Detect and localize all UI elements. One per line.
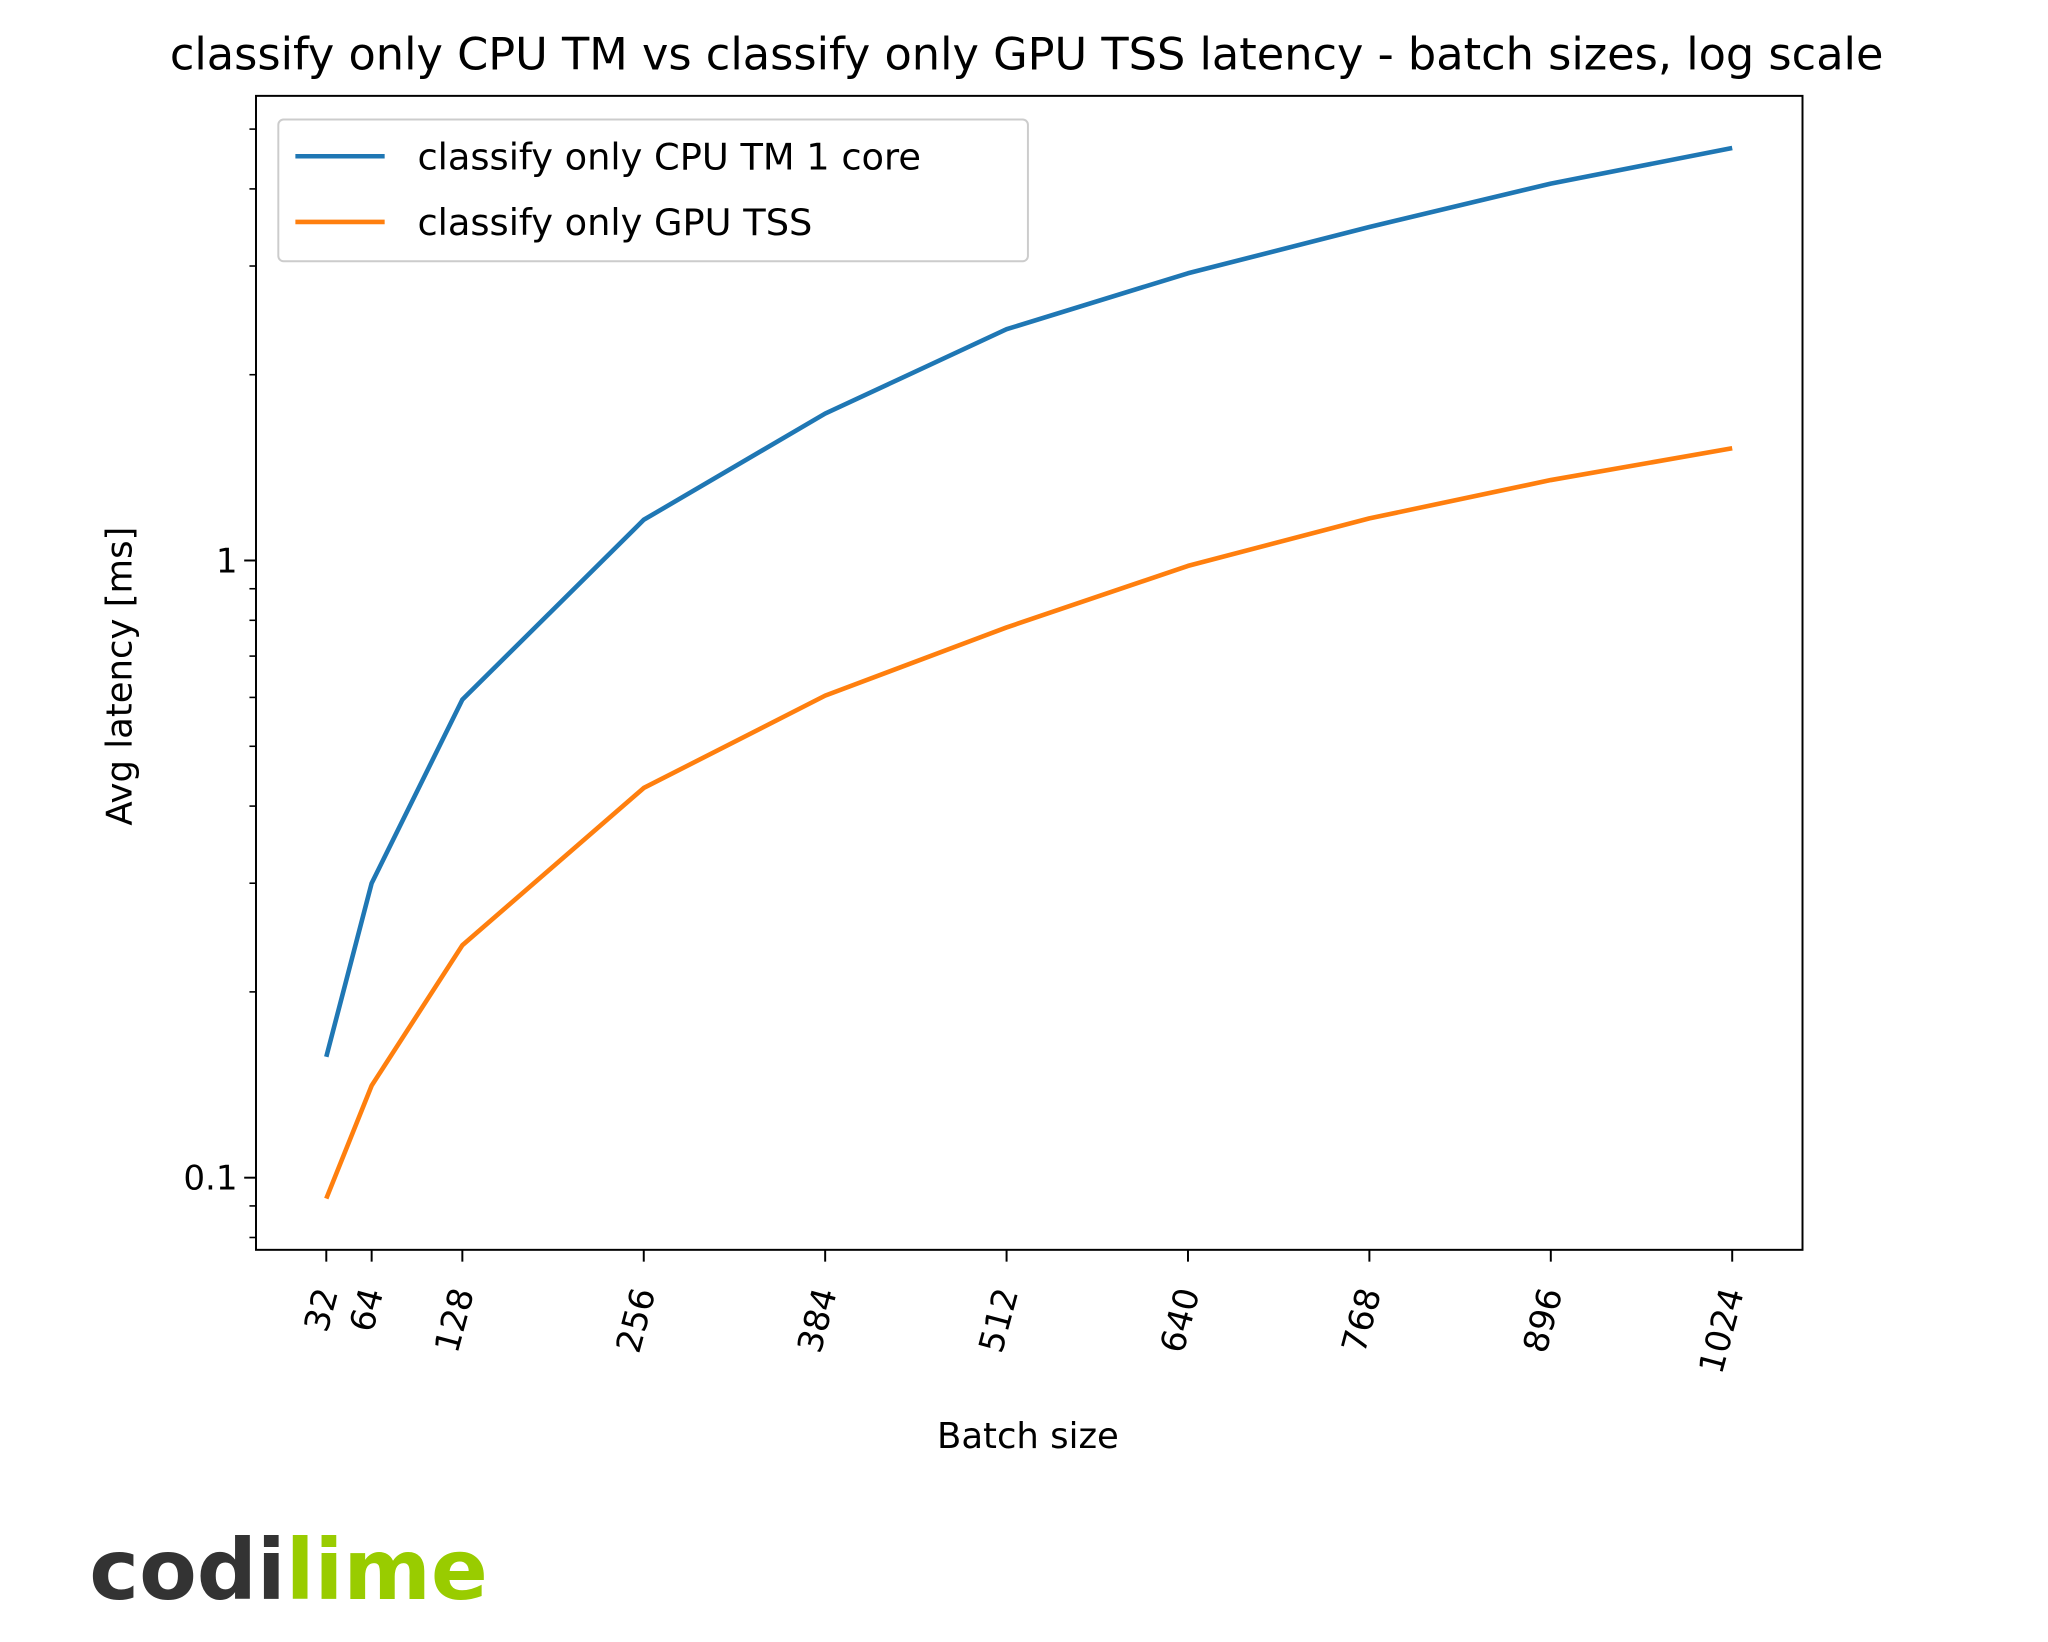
- x-tick-label: 896: [1516, 1284, 1571, 1357]
- x-tick-label: 64: [342, 1284, 392, 1336]
- x-tick-label: 32: [297, 1284, 347, 1336]
- x-tick-label: 128: [427, 1284, 482, 1357]
- y-axis-label: Avg latency [ms]: [99, 527, 140, 826]
- x-tick-label: 256: [609, 1284, 664, 1357]
- legend-label: classify only CPU TM 1 core: [417, 135, 920, 178]
- x-tick-label: 384: [790, 1284, 845, 1357]
- x-axis-label: Batch size: [937, 1416, 1119, 1457]
- x-tick-label: 640: [1153, 1284, 1208, 1357]
- logo-green: lime: [286, 1521, 488, 1619]
- x-tick-label: 768: [1334, 1284, 1389, 1357]
- plot-frame: [255, 94, 1804, 1251]
- series-line: [324, 445, 1733, 1200]
- legend-box: [277, 118, 1029, 263]
- x-tick-label: 512: [972, 1284, 1027, 1357]
- chart-title: classify only CPU TM vs classify only GP…: [170, 29, 1884, 81]
- y-tick-label: 1: [216, 541, 238, 581]
- series-line: [324, 145, 1733, 1058]
- legend-label: classify only GPU TSS: [417, 201, 812, 244]
- x-tick-label: 1024: [1692, 1284, 1753, 1378]
- y-tick-label: 0.1: [183, 1158, 237, 1198]
- logo-dark: codi: [89, 1521, 285, 1619]
- logo: codilime: [89, 1521, 488, 1619]
